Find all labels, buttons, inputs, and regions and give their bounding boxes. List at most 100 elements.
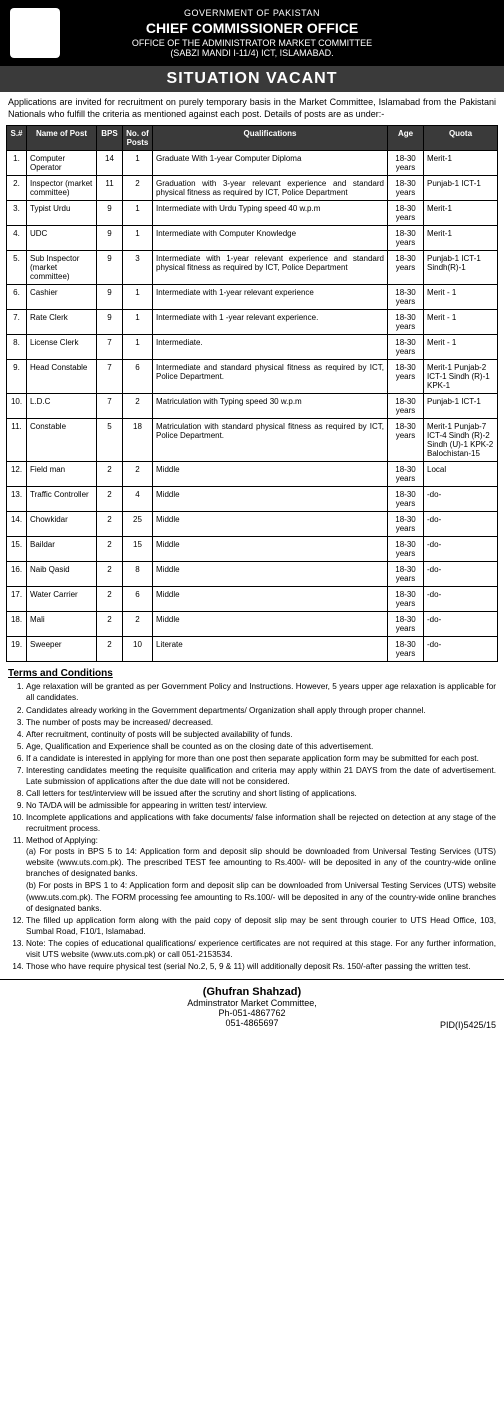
table-cell: 5. bbox=[7, 251, 27, 285]
table-cell: 2 bbox=[97, 612, 123, 637]
table-cell: 4 bbox=[123, 487, 153, 512]
table-cell: Inspector (market committee) bbox=[27, 176, 97, 201]
table-cell: Middle bbox=[153, 462, 388, 487]
table-row: 11.Constable518Matriculation with standa… bbox=[7, 419, 498, 462]
table-cell: Middle bbox=[153, 587, 388, 612]
table-cell: 11. bbox=[7, 419, 27, 462]
table-row: 5.Sub Inspector (market committee)93Inte… bbox=[7, 251, 498, 285]
term-item: No TA/DA will be admissible for appearin… bbox=[26, 800, 496, 811]
table-row: 9.Head Constable76Intermediate and stand… bbox=[7, 360, 498, 394]
table-cell: Constable bbox=[27, 419, 97, 462]
table-cell: Intermediate with 1-year relevant experi… bbox=[153, 285, 388, 310]
term-item: The filled up application form along wit… bbox=[26, 915, 496, 937]
sub2: (SABZI MANDI I-11/4) ICT, ISLAMABAD. bbox=[4, 48, 500, 58]
table-cell: 7 bbox=[97, 394, 123, 419]
term-item: Age relaxation will be granted as per Go… bbox=[26, 681, 496, 703]
col-header: Name of Post bbox=[27, 126, 97, 151]
table-cell: Matriculation with Typing speed 30 w.p.m bbox=[153, 394, 388, 419]
table-cell: 18-30 years bbox=[388, 537, 424, 562]
table-row: 18.Mali22Middle18-30 years-do- bbox=[7, 612, 498, 637]
table-cell: 18-30 years bbox=[388, 394, 424, 419]
terms-heading: Terms and Conditions bbox=[0, 662, 504, 681]
table-cell: Computer Operator bbox=[27, 151, 97, 176]
table-cell: 2 bbox=[97, 637, 123, 662]
table-cell: 18-30 years bbox=[388, 226, 424, 251]
sig-name: (Ghufran Shahzad) bbox=[8, 986, 496, 998]
table-cell: 18. bbox=[7, 612, 27, 637]
table-cell: -do- bbox=[424, 487, 498, 512]
table-cell: Intermediate and standard physical fitne… bbox=[153, 360, 388, 394]
table-cell: 25 bbox=[123, 512, 153, 537]
table-cell: Intermediate with 1 -year relevant exper… bbox=[153, 310, 388, 335]
table-row: 17.Water Carrier26Middle18-30 years-do- bbox=[7, 587, 498, 612]
table-cell: Middle bbox=[153, 537, 388, 562]
table-cell: 1 bbox=[123, 226, 153, 251]
table-cell: UDC bbox=[27, 226, 97, 251]
table-cell: 1 bbox=[123, 310, 153, 335]
table-cell: 18-30 years bbox=[388, 462, 424, 487]
table-cell: Merit-1 bbox=[424, 151, 498, 176]
term-item: Method of Applying:(a) For posts in BPS … bbox=[26, 835, 496, 913]
table-cell: Graduate With 1-year Computer Diploma bbox=[153, 151, 388, 176]
table-cell: Middle bbox=[153, 512, 388, 537]
table-cell: Middle bbox=[153, 487, 388, 512]
sub1: OFFICE OF THE ADMINISTRATOR MARKET COMMI… bbox=[4, 38, 500, 48]
table-cell: Merit - 1 bbox=[424, 285, 498, 310]
table-cell: 2 bbox=[97, 462, 123, 487]
table-cell: 18-30 years bbox=[388, 285, 424, 310]
col-header: BPS bbox=[97, 126, 123, 151]
table-cell: 2 bbox=[97, 512, 123, 537]
table-cell: 10 bbox=[123, 637, 153, 662]
table-row: 4.UDC91Intermediate with Computer Knowle… bbox=[7, 226, 498, 251]
table-cell: Intermediate with 1-year relevant experi… bbox=[153, 251, 388, 285]
table-cell: 7 bbox=[97, 335, 123, 360]
table-cell: 18-30 years bbox=[388, 201, 424, 226]
table-cell: Matriculation with standard physical fit… bbox=[153, 419, 388, 462]
table-cell: 14 bbox=[97, 151, 123, 176]
table-cell: 18-30 years bbox=[388, 637, 424, 662]
table-cell: 6. bbox=[7, 285, 27, 310]
table-cell: 18-30 years bbox=[388, 335, 424, 360]
table-cell: 9 bbox=[97, 201, 123, 226]
table-row: 1.Computer Operator141Graduate With 1-ye… bbox=[7, 151, 498, 176]
table-row: 6.Cashier91Intermediate with 1-year rele… bbox=[7, 285, 498, 310]
table-cell: Water Carrier bbox=[27, 587, 97, 612]
table-cell: Field man bbox=[27, 462, 97, 487]
table-row: 19.Sweeper210Literate18-30 years-do- bbox=[7, 637, 498, 662]
table-cell: Merit-1 Punjab-7 ICT-4 Sindh (R)-2 Sindh… bbox=[424, 419, 498, 462]
sig-ph1: Ph-051-4867762 bbox=[8, 1008, 496, 1018]
table-cell: Rate Clerk bbox=[27, 310, 97, 335]
table-cell: 13. bbox=[7, 487, 27, 512]
table-cell: 17. bbox=[7, 587, 27, 612]
table-cell: 3 bbox=[123, 251, 153, 285]
term-item: The number of posts may be increased/ de… bbox=[26, 717, 496, 728]
table-cell: 9 bbox=[97, 226, 123, 251]
gov-line: GOVERNMENT OF PAKISTAN bbox=[4, 8, 500, 18]
table-row: 13.Traffic Controller24Middle18-30 years… bbox=[7, 487, 498, 512]
table-cell: -do- bbox=[424, 612, 498, 637]
table-cell: Merit-1 Punjab-2 ICT-1 Sindh (R)-1 KPK-1 bbox=[424, 360, 498, 394]
table-cell: 16. bbox=[7, 562, 27, 587]
table-cell: 9 bbox=[97, 251, 123, 285]
table-cell: -do- bbox=[424, 537, 498, 562]
table-cell: 2 bbox=[123, 176, 153, 201]
table-cell: Merit-1 bbox=[424, 226, 498, 251]
table-cell: Merit - 1 bbox=[424, 310, 498, 335]
table-row: 16.Naib Qasid28Middle18-30 years-do- bbox=[7, 562, 498, 587]
table-cell: 18-30 years bbox=[388, 562, 424, 587]
table-cell: Intermediate with Computer Knowledge bbox=[153, 226, 388, 251]
term-item: Candidates already working in the Govern… bbox=[26, 705, 496, 716]
intro-text: Applications are invited for recruitment… bbox=[0, 92, 504, 125]
table-cell: Head Constable bbox=[27, 360, 97, 394]
table-cell: L.D.C bbox=[27, 394, 97, 419]
table-row: 15.Baildar215Middle18-30 years-do- bbox=[7, 537, 498, 562]
col-header: Qualifications bbox=[153, 126, 388, 151]
table-cell: 6 bbox=[123, 360, 153, 394]
term-item: If a candidate is interested in applying… bbox=[26, 753, 496, 764]
table-cell: -do- bbox=[424, 587, 498, 612]
table-cell: 18-30 years bbox=[388, 151, 424, 176]
table-cell: 18-30 years bbox=[388, 176, 424, 201]
table-cell: 18 bbox=[123, 419, 153, 462]
col-header: S.# bbox=[7, 126, 27, 151]
terms-list: Age relaxation will be granted as per Go… bbox=[0, 681, 504, 979]
